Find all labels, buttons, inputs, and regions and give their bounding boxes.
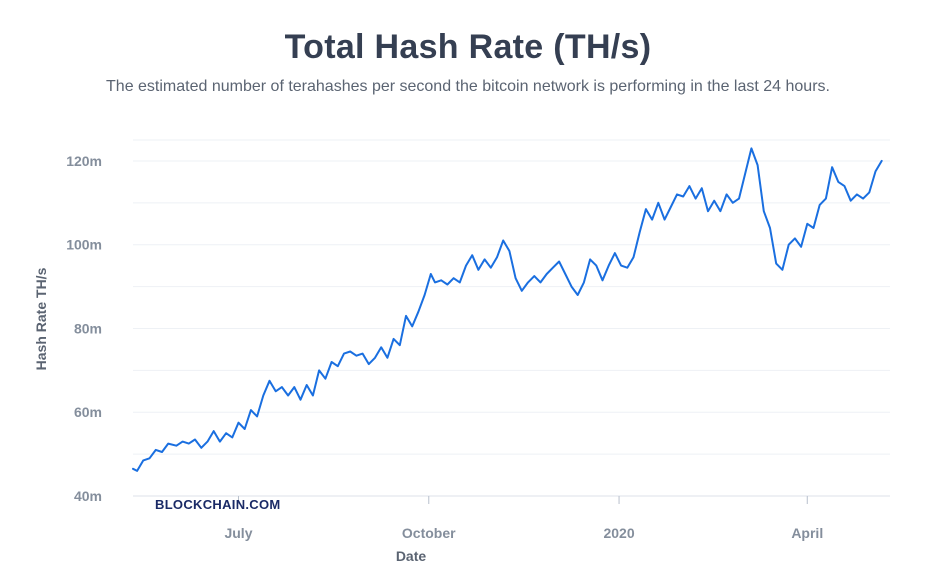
series-line — [132, 147, 883, 472]
y-tick-label: 60m — [74, 404, 102, 420]
y-tick-label: 40m — [74, 488, 102, 504]
x-tick-label: October — [402, 525, 456, 541]
x-axis-ticks: July October 2020 April — [224, 496, 823, 541]
y-tick-label: 120m — [66, 153, 102, 169]
y-tick-label: 100m — [66, 237, 102, 253]
blockchain-watermark: BLOCKCHAIN.COM — [155, 497, 281, 512]
chart-title: Total Hash Rate (TH/s) — [284, 28, 652, 66]
x-tick-label: 2020 — [603, 525, 634, 541]
x-tick-label: July — [224, 525, 252, 541]
chart-subtitle: The estimated number of terahashes per s… — [106, 78, 830, 95]
x-tick-label: April — [791, 525, 823, 541]
x-axis-title: Date — [396, 548, 427, 564]
y-tick-label: 80m — [74, 320, 102, 336]
y-axis-title: Hash Rate TH/s — [33, 267, 49, 370]
grid-lines — [133, 139, 890, 497]
y-axis-ticks: 40m 60m 80m 100m 120m — [66, 153, 102, 504]
